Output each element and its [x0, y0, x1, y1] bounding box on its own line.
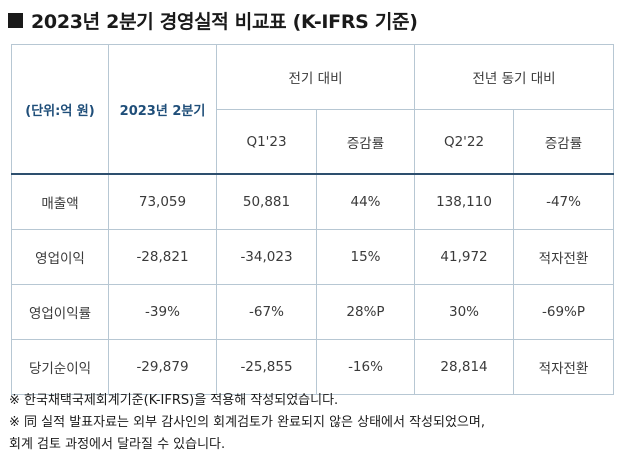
current-quarter-header: 2023년 2분기 [108, 44, 217, 175]
cell-qoq: 15% [315, 229, 416, 285]
yoy-period-header: Q2'22 [414, 109, 515, 175]
cell-q2-22: 28,814 [414, 339, 515, 395]
page-title: 2023년 2분기 경영실적 비교표 (K-IFRS 기준) [31, 10, 418, 33]
footnote: ※ 한국채택국제회계기준(K-IFRS)을 적용해 작성되었습니다. [9, 393, 339, 408]
cell-q1-23: 50,881 [216, 173, 317, 230]
cell-q2-22: 30% [414, 284, 515, 340]
cell-q1-23: -34,023 [216, 229, 317, 285]
title-row: 2023년 2분기 경영실적 비교표 (K-IFRS 기준) [8, 6, 418, 34]
row-label: 영업이익률 [11, 284, 109, 340]
cell-q1-23: -67% [216, 284, 317, 340]
yoy-change-header: 증감률 [513, 109, 615, 175]
cell-current: -28,821 [108, 229, 217, 285]
cell-current: 73,059 [108, 173, 217, 230]
cell-qoq: 28%P [315, 284, 416, 340]
cell-yoy: -69%P [513, 284, 615, 340]
footnote: ※ 同 실적 발표자료는 외부 감사인의 회계검토가 완료되지 않은 상태에서 … [9, 415, 485, 430]
qoq-group-header: 전기 대비 [215, 44, 416, 110]
qoq-change-header: 증감률 [315, 109, 416, 175]
cell-qoq: -16% [315, 339, 416, 395]
header-row-2: Q1'23 증감률 Q2'22 증감률 [12, 109, 615, 175]
cell-current: -39% [108, 284, 217, 340]
cell-qoq: 44% [315, 173, 416, 230]
cell-q1-23: -25,855 [216, 339, 317, 395]
yoy-group-header: 전년 동기 대비 [414, 44, 615, 110]
row-label: 당기순이익 [11, 339, 109, 395]
table-row: 당기순이익 -29,879 -25,855 -16% 28,814 적자전환 [11, 339, 615, 395]
cell-yoy: 적자전환 [513, 339, 615, 395]
cell-yoy: 적자전환 [513, 229, 615, 285]
header-row-1: (단위:억 원) 2023년 2분기 전기 대비 전년 동기 대비 [11, 44, 615, 175]
footnotes: ※ 한국채택국제회계기준(K-IFRS)을 적용해 작성되었습니다. ※ 同 실… [9, 390, 619, 456]
table-row: 영업이익 -28,821 -34,023 15% 41,972 적자전환 [11, 229, 615, 285]
square-bullet-icon [8, 12, 23, 28]
cell-current: -29,879 [108, 339, 217, 395]
financial-comparison-table: (단위:억 원) 2023년 2분기 전기 대비 전년 동기 대비 Q1'23 … [11, 44, 615, 395]
footnote: 회계 검토 과정에서 달라질 수 있습니다. [9, 437, 226, 452]
table-row: 매출액 73,059 50,881 44% 138,110 -47% [11, 173, 615, 230]
table-row: 영업이익률 -39% -67% 28%P 30% -69%P [11, 284, 615, 340]
cell-q2-22: 41,972 [414, 229, 515, 285]
cell-yoy: -47% [513, 173, 615, 230]
unit-header: (단위:억 원) [11, 44, 109, 175]
row-label: 영업이익 [11, 229, 109, 285]
qoq-period-header: Q1'23 [216, 109, 317, 175]
row-label: 매출액 [11, 173, 109, 230]
cell-q2-22: 138,110 [414, 173, 515, 230]
